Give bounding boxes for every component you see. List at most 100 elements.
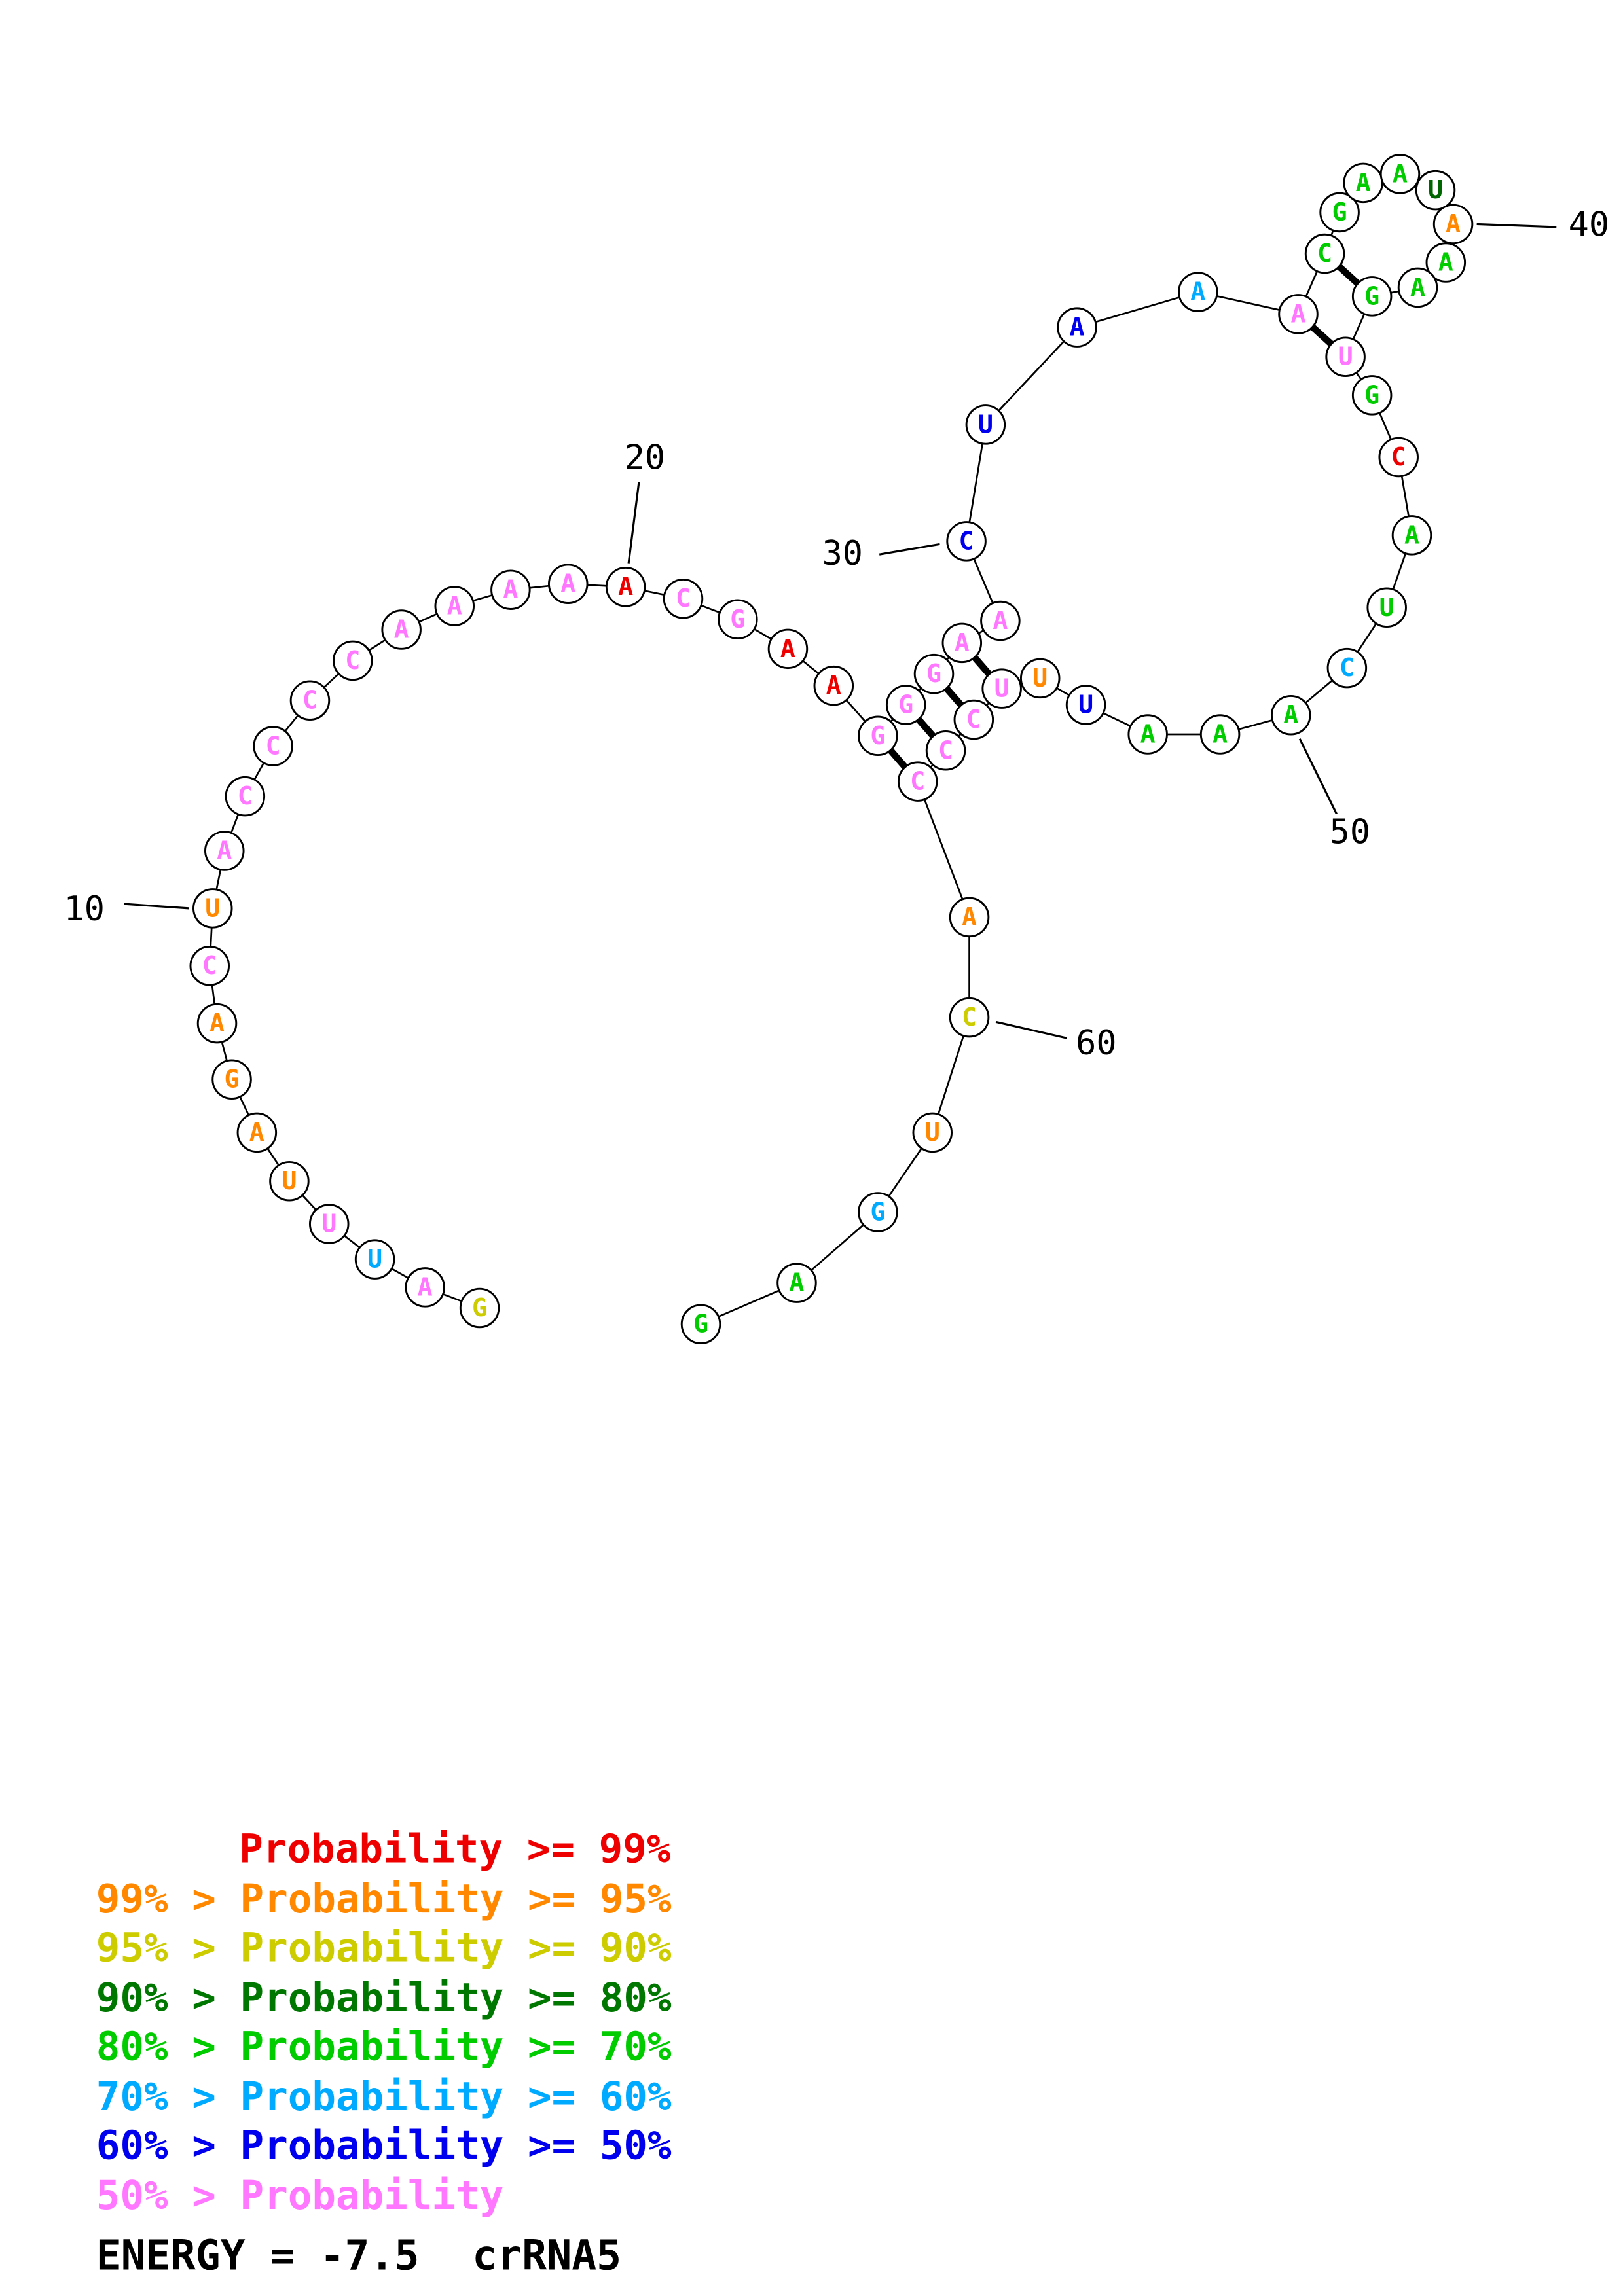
nucleotide-circle bbox=[189, 945, 230, 986]
nucleotide-letter: G bbox=[870, 1198, 885, 1227]
nucleotide-letter: C bbox=[966, 705, 981, 734]
nucleotide-circle bbox=[1278, 294, 1319, 334]
nucleotide: G bbox=[211, 1059, 252, 1100]
nucleotide: U bbox=[192, 888, 233, 929]
nucleotide-letter: A bbox=[447, 592, 462, 621]
nucleotide-letter: C bbox=[238, 781, 253, 811]
nucleotide-letter: G bbox=[926, 659, 941, 689]
nucleotide: G bbox=[459, 1287, 500, 1329]
nucleotide: A bbox=[405, 1267, 445, 1308]
nucleotide-circle bbox=[718, 599, 758, 640]
energy-label: ENERGY = -7.5 bbox=[96, 2231, 420, 2279]
nucleotide: C bbox=[225, 776, 266, 817]
legend-item-60: 70% > Probability >= 60% bbox=[96, 2074, 672, 2120]
nucleotide-letter: C bbox=[202, 951, 217, 980]
nucleotide: C bbox=[333, 640, 373, 681]
nucleotide-circle bbox=[1351, 375, 1393, 416]
nucleotide-circle bbox=[949, 897, 990, 938]
nucleotide-letter: A bbox=[1140, 720, 1156, 749]
nucleotide-letter: U bbox=[1428, 175, 1443, 205]
position-label-line bbox=[879, 543, 940, 556]
nucleotide-letter: A bbox=[1290, 299, 1305, 329]
nucleotide: U bbox=[1019, 658, 1061, 699]
legend-item-80: 90% > Probability >= 80% bbox=[96, 1975, 672, 2021]
nucleotide: G bbox=[885, 685, 926, 725]
position-label-line bbox=[1298, 738, 1338, 815]
nucleotide-letter: C bbox=[1391, 442, 1406, 472]
nucleotide: A bbox=[1391, 515, 1432, 556]
nucleotide-circle bbox=[308, 1204, 350, 1244]
nucleotide-circle bbox=[192, 888, 233, 929]
nucleotide-circle bbox=[1432, 204, 1474, 245]
nucleotide-letter: C bbox=[1317, 239, 1332, 268]
nucleotide: A bbox=[434, 586, 475, 626]
nucleotide-letter: A bbox=[394, 615, 409, 645]
nucleotide-circle bbox=[776, 1263, 817, 1303]
nucleotide: A bbox=[605, 566, 646, 607]
nucleotide: A bbox=[1425, 242, 1467, 283]
nucleotide-letter: C bbox=[910, 767, 925, 797]
nucleotide-letter: A bbox=[618, 572, 633, 601]
nucleotide-letter: C bbox=[345, 646, 360, 675]
nucleotide: A bbox=[980, 600, 1021, 641]
nucleotide: A bbox=[1270, 694, 1311, 736]
nucleotide-letter: A bbox=[1190, 278, 1205, 307]
nucleotide: A bbox=[1432, 204, 1474, 245]
nucleotide-letter: A bbox=[1438, 248, 1453, 278]
nucleotide-letter: A bbox=[1070, 313, 1085, 342]
nucleotide: U bbox=[1325, 336, 1366, 377]
nucleotide-letter: A bbox=[955, 628, 970, 658]
nucleotide-circle bbox=[333, 640, 373, 681]
nucleotide-circle bbox=[1127, 714, 1168, 755]
nucleotide-letter: G bbox=[1364, 281, 1379, 311]
nucleotide-circle bbox=[913, 653, 955, 694]
nucleotide: A bbox=[941, 622, 983, 664]
nucleotide-letter: C bbox=[938, 736, 953, 765]
nucleotide-letter: A bbox=[560, 569, 575, 599]
nucleotide: U bbox=[981, 668, 1022, 709]
nucleotide: U bbox=[308, 1204, 350, 1244]
nucleotide-circle bbox=[663, 578, 704, 619]
nucleotide-circle bbox=[490, 569, 531, 610]
nucleotide-circle bbox=[949, 997, 990, 1038]
nucleotide: U bbox=[965, 404, 1006, 445]
legend-item-50: 60% > Probability >= 50% bbox=[96, 2123, 672, 2168]
nucleotide-letter: A bbox=[993, 606, 1008, 636]
nucleotide-circle bbox=[434, 586, 475, 626]
nucleotide-circle bbox=[941, 622, 983, 664]
nucleotide-letter: U bbox=[925, 1118, 940, 1147]
legend-item-95: 99% > Probability >= 95% bbox=[96, 1876, 672, 1922]
nucleotide-circle bbox=[965, 404, 1006, 445]
nucleotide-circle bbox=[211, 1059, 252, 1100]
nucleotide-circle bbox=[1057, 307, 1097, 348]
nucleotide: C bbox=[189, 945, 230, 986]
nucleotide-circle bbox=[1270, 694, 1311, 736]
nucleotide-circle bbox=[1425, 242, 1467, 283]
nucleotide-letter: A bbox=[503, 575, 518, 605]
nucleotide-circle bbox=[912, 1112, 953, 1153]
nucleotide-circle bbox=[1378, 437, 1419, 478]
nucleotide-letter: G bbox=[898, 690, 913, 719]
position-label: 30 bbox=[822, 534, 863, 573]
nucleotide-letter: U bbox=[1338, 342, 1353, 372]
nucleotide-letter: C bbox=[266, 732, 281, 761]
nucleotide-circle bbox=[1326, 647, 1368, 689]
nucleotide: A bbox=[547, 564, 589, 604]
nucleotide-circle bbox=[813, 665, 854, 706]
nucleotide-letter: A bbox=[210, 1009, 225, 1038]
nucleotide-circle bbox=[196, 1003, 238, 1044]
nucleotide-circle bbox=[1325, 336, 1366, 377]
nucleotide-letter: A bbox=[1410, 273, 1425, 302]
nucleotide: A bbox=[767, 628, 809, 670]
nucleotide-circle bbox=[547, 564, 589, 604]
nucleotide-letter: C bbox=[676, 584, 691, 613]
nucleotide-circle bbox=[767, 628, 809, 670]
nucleotide-letter: U bbox=[205, 893, 220, 923]
nucleotide-letter: U bbox=[1078, 690, 1093, 719]
nucleotide-letter: A bbox=[1213, 720, 1228, 749]
nucleotide: C bbox=[289, 680, 331, 721]
nucleotide-letter: A bbox=[1283, 700, 1298, 730]
nucleotide-letter: A bbox=[962, 903, 977, 932]
nucleotide-circle bbox=[1019, 658, 1061, 699]
